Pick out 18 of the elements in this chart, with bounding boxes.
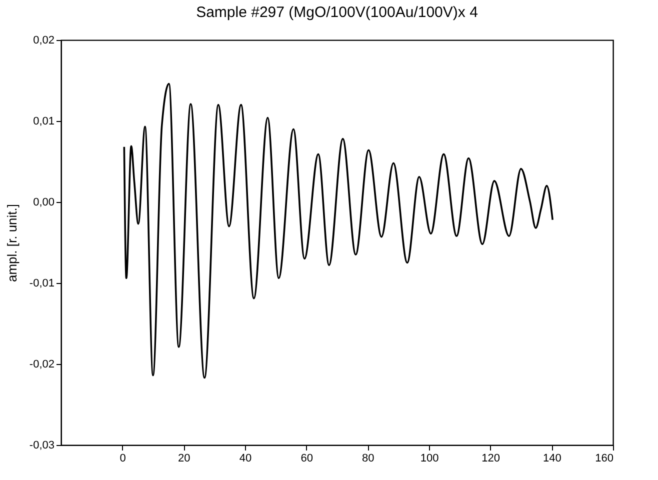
x-tick-label: 160 — [595, 452, 614, 464]
x-tick-label: 40 — [239, 452, 252, 464]
x-tick-label: 100 — [420, 452, 439, 464]
x-tick-label: 60 — [300, 452, 313, 464]
line-series — [123, 82, 554, 379]
y-tick-label: 0,00 — [33, 196, 54, 208]
y-tick-label: -0,03 — [29, 440, 54, 452]
y-axis-title: ampl. [r. unit.] — [4, 204, 20, 282]
y-tick-label: -0,01 — [29, 278, 54, 290]
y-tick-label: 0,01 — [33, 116, 54, 128]
x-tick-label: 20 — [178, 452, 190, 464]
x-tick-label: 120 — [482, 452, 500, 464]
y-tick-label: -0,02 — [29, 358, 54, 370]
chart-title: Sample #297 (MgO/100V(100Au/100V)x 4 — [196, 4, 478, 21]
x-tick-label: 80 — [362, 452, 374, 464]
x-tick-label: 0 — [120, 452, 126, 464]
y-tick-label: 0,02 — [33, 34, 54, 46]
x-tick-label: 140 — [542, 452, 562, 464]
